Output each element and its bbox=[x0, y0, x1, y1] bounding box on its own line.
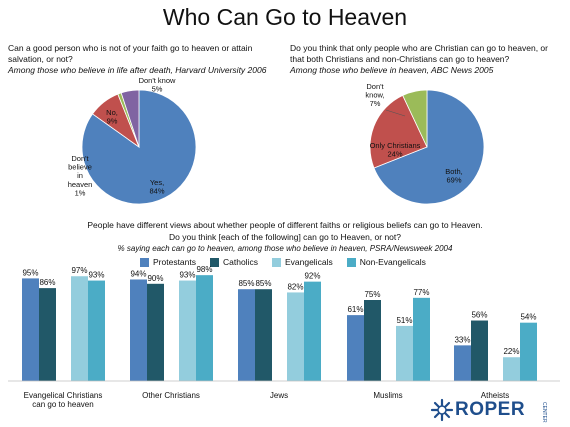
bar-3-0 bbox=[347, 315, 364, 381]
bar-4-3 bbox=[520, 322, 537, 381]
legend-label: Catholics bbox=[223, 257, 258, 267]
legend-item-2: Evangelicals bbox=[271, 257, 333, 267]
legend-label: Evangelicals bbox=[284, 257, 333, 267]
bar-value-label-4-0: 33% bbox=[454, 335, 470, 344]
legend-label: Protestants bbox=[153, 257, 196, 267]
bar-2-1 bbox=[255, 289, 272, 381]
pie-left-label-3: Don't know 5% bbox=[139, 76, 176, 94]
left-pie-source: Among those who believe in life after de… bbox=[8, 65, 267, 75]
pie-left-label-2: Don't believe in heaven 1% bbox=[68, 154, 93, 197]
bar-4-0 bbox=[454, 345, 471, 381]
bar-2-3 bbox=[304, 281, 321, 381]
legend-swatch bbox=[210, 257, 219, 267]
bar-1-1 bbox=[147, 283, 164, 381]
pie-left-slice-3 bbox=[120, 89, 140, 148]
bar-4-2 bbox=[503, 357, 520, 381]
roper-star-icon bbox=[430, 398, 454, 422]
bar-value-label-1-0: 94% bbox=[130, 269, 146, 278]
pie-left-label-0: Yes, 84% bbox=[149, 178, 164, 196]
legend-swatch bbox=[346, 257, 356, 267]
bar-value-label-2-3: 92% bbox=[304, 272, 320, 281]
bar-value-label-3-1: 75% bbox=[364, 290, 380, 299]
bar-value-label-1-3: 98% bbox=[196, 265, 212, 274]
legend-item-3: Non-Evangelicals bbox=[346, 257, 426, 267]
category-label-0: Evangelical Christians can go to heaven bbox=[24, 391, 103, 409]
bar-value-label-1-1: 90% bbox=[147, 274, 163, 283]
bar-0-2 bbox=[71, 276, 88, 381]
legend-label: Non-Evangelicals bbox=[359, 257, 426, 267]
pie-right-slice-2 bbox=[402, 89, 428, 148]
bar-value-label-2-1: 85% bbox=[255, 279, 271, 288]
legend-swatch bbox=[140, 257, 149, 267]
pie-right-slice-1 bbox=[369, 94, 428, 169]
pie-right-leader-line bbox=[385, 109, 406, 117]
bar-value-label-0-2: 97% bbox=[71, 266, 87, 275]
bar-value-label-2-2: 82% bbox=[287, 282, 303, 291]
bar-chart-legend: Protestants Catholics Evangelicals Non-Evan… bbox=[140, 257, 440, 267]
category-label-4: Atheists bbox=[481, 391, 509, 400]
bar-3-3 bbox=[413, 297, 430, 381]
bar-value-label-0-3: 93% bbox=[88, 271, 104, 280]
roper-logo: ROPER bbox=[455, 399, 526, 420]
pie-right-label-0: Both, 69% bbox=[445, 167, 463, 185]
bar-1-0 bbox=[130, 279, 147, 381]
bottom-chart-source: % saying each can go to heaven, among th… bbox=[117, 244, 453, 253]
legend-swatch bbox=[271, 257, 281, 267]
bar-0-1 bbox=[39, 288, 56, 381]
bar-3-2 bbox=[396, 325, 413, 381]
bar-value-label-2-0: 85% bbox=[238, 279, 254, 288]
bar-value-label-0-0: 95% bbox=[22, 268, 38, 277]
bar-value-label-3-2: 51% bbox=[396, 316, 412, 325]
bar-value-label-3-3: 77% bbox=[413, 288, 429, 297]
category-label-1: Other Christians bbox=[142, 391, 200, 400]
bar-0-0 bbox=[22, 278, 39, 381]
bar-3-1 bbox=[364, 300, 381, 381]
bar-1-2 bbox=[179, 280, 196, 381]
bar-value-label-0-1: 86% bbox=[39, 278, 55, 287]
roper-logo-sub: CENTER bbox=[541, 402, 547, 423]
category-label-2: Jews bbox=[270, 391, 288, 400]
bar-value-label-4-2: 22% bbox=[503, 347, 519, 356]
bar-value-label-1-2: 93% bbox=[179, 271, 195, 280]
pie-left-label-1: No, 9% bbox=[106, 108, 118, 126]
bar-1-3 bbox=[196, 275, 213, 381]
bar-0-3 bbox=[88, 280, 105, 381]
bar-4-1 bbox=[471, 320, 488, 381]
bar-2-0 bbox=[238, 289, 255, 381]
right-pie-source: Among those who believe in heaven, ABC N… bbox=[290, 65, 494, 75]
bar-value-label-3-0: 61% bbox=[347, 305, 363, 314]
bar-value-label-4-1: 56% bbox=[471, 311, 487, 320]
category-label-3: Muslims bbox=[373, 391, 402, 400]
legend-item-0: Protestants bbox=[140, 257, 196, 267]
pie-right-label-1: Only Christians 24% bbox=[370, 141, 421, 159]
bottom-chart-question-line2: Do you think [each of the following] can… bbox=[168, 232, 401, 242]
legend-item-1: Catholics bbox=[210, 257, 258, 267]
right-pie-question: Do you think that only people who are Ch… bbox=[290, 43, 548, 64]
pie-right-label-2: Don't know, 7% bbox=[365, 82, 384, 108]
left-pie-question: Can a good person who is not of your fai… bbox=[8, 43, 253, 64]
page-title: Who Can Go to Heaven bbox=[162, 4, 408, 30]
pie-right-slice-0 bbox=[373, 89, 485, 205]
bottom-chart-question-line1: People have different views about whethe… bbox=[87, 220, 483, 230]
bar-value-label-4-3: 54% bbox=[520, 313, 536, 322]
bar-2-2 bbox=[287, 292, 304, 381]
